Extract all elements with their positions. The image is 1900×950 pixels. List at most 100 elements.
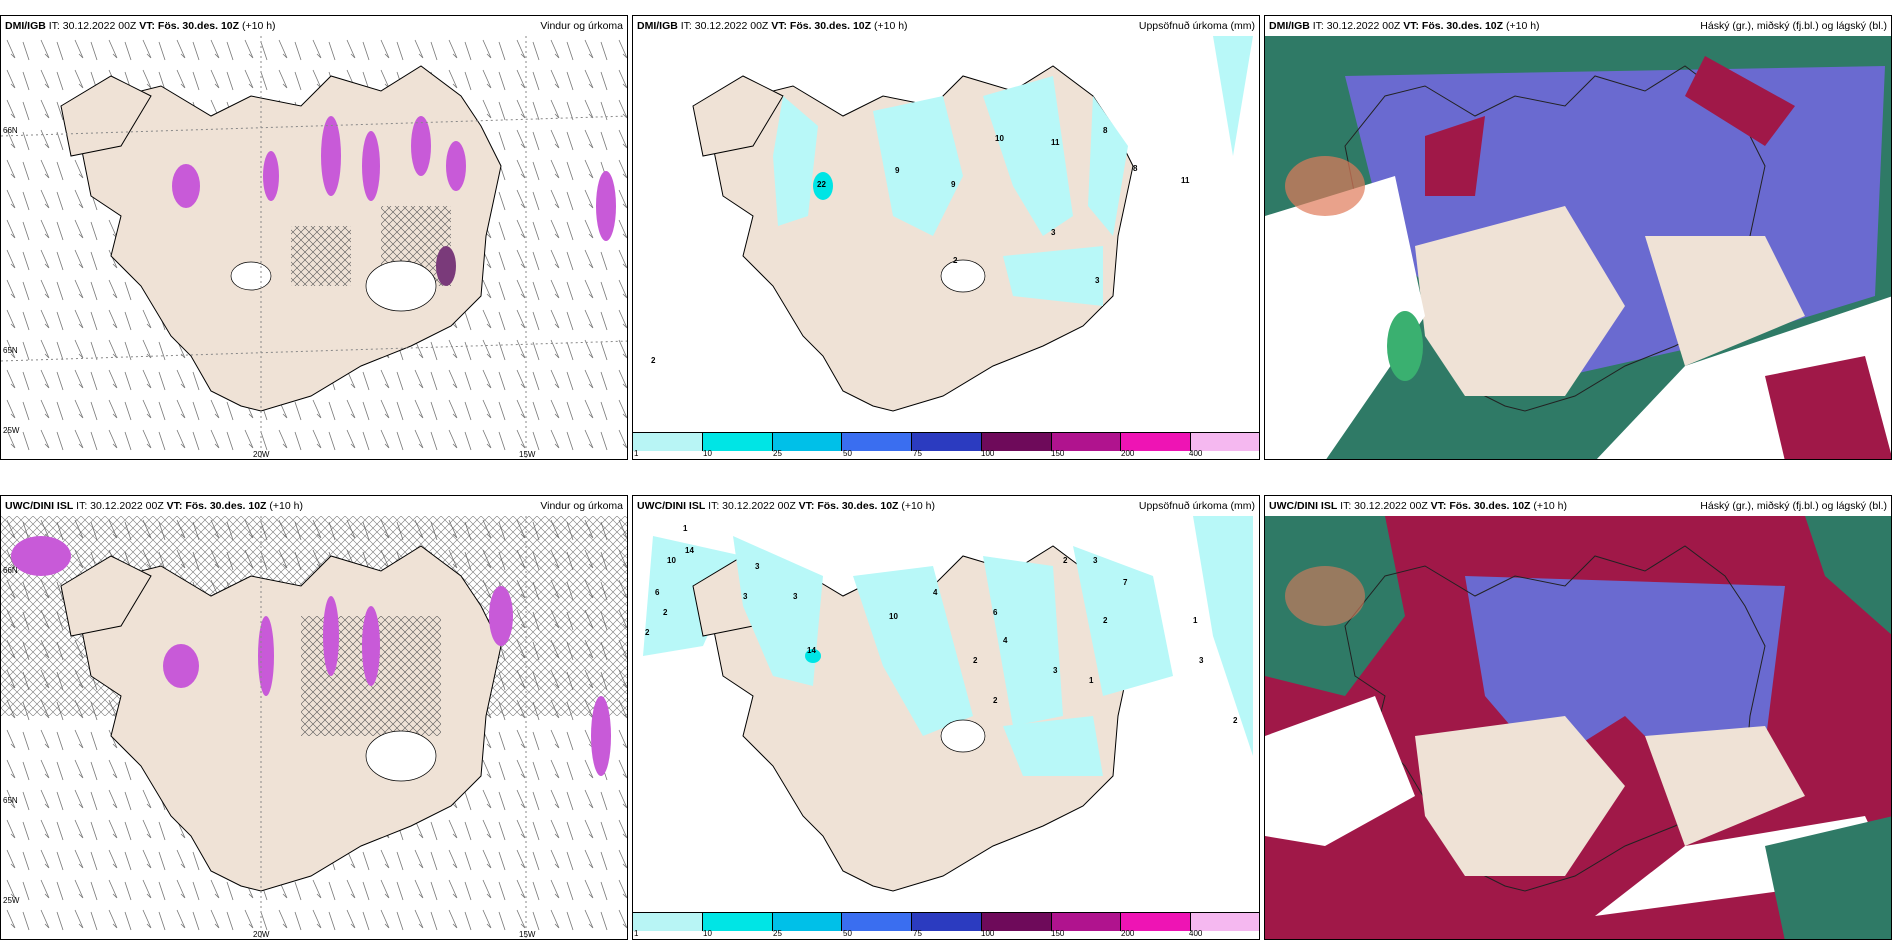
value-label: 3 (1199, 656, 1204, 665)
legend-swatch (702, 913, 773, 931)
panel-header: UWC/DINI ISL IT: 30.12.2022 00Z VT: Fös.… (633, 496, 1259, 516)
value-label: 9 (951, 180, 956, 189)
precip-value-labels: 1 14 10 6 2 2 3 3 3 14 10 4 6 4 2 2 3 1 … (633, 516, 1259, 921)
valid-time: VT: Fös. 30.des. 10Z (771, 20, 872, 32)
legend-swatch (702, 433, 773, 451)
valid-time: VT: Fös. 30.des. 10Z (166, 500, 267, 512)
lead-time: (+10 h) (241, 20, 276, 32)
legend-tick: 25 (773, 449, 782, 458)
lead-time: (+10 h) (873, 20, 908, 32)
value-label: 1 (1193, 616, 1198, 625)
legend-swatch (981, 913, 1052, 931)
value-label: 3 (1053, 666, 1058, 675)
wind-precip-map (1, 36, 627, 459)
value-label: 10 (889, 612, 898, 621)
valid-time: VT: Fös. 30.des. 10Z (798, 500, 899, 512)
lon-label: 25W (3, 426, 20, 435)
legend-tick: 10 (703, 449, 712, 458)
legend-tick: 400 (1189, 449, 1203, 458)
value-label: 3 (1095, 276, 1100, 285)
legend-swatch (1191, 913, 1259, 931)
legend-tick: 100 (981, 929, 995, 938)
panel-clouds-uwc: UWC/DINI ISL IT: 30.12.2022 00Z VT: Fös.… (1264, 495, 1892, 940)
legend-tick: 400 (1189, 929, 1203, 938)
value-label: 11 (1181, 176, 1190, 185)
lon-label: 15W (519, 450, 536, 459)
panel-title: Háský (gr.), miðský (fj.bl.) og lágský (… (1700, 500, 1887, 512)
model-name: UWC/DINI ISL (1269, 500, 1338, 512)
legend-tick: 200 (1121, 929, 1135, 938)
valid-time: VT: Fös. 30.des. 10Z (1430, 500, 1531, 512)
lead-time: (+10 h) (1505, 20, 1540, 32)
panel-header: DMI/IGB IT: 30.12.2022 00Z VT: Fös. 30.d… (1265, 16, 1891, 36)
lon-label: 20W (253, 450, 270, 459)
legend-swatch (981, 433, 1052, 451)
lead-time: (+10 h) (1533, 500, 1567, 512)
panel-title: Vindur og úrkoma (540, 20, 623, 32)
lat-label: 65N (3, 346, 18, 355)
precip-value-labels: 22 9 9 10 11 8 8 11 3 2 3 2 (633, 36, 1259, 441)
value-label: 11 (1051, 138, 1060, 147)
model-name: DMI/IGB (1269, 20, 1310, 32)
panel-header: DMI/IGB IT: 30.12.2022 00Z VT: Fös. 30.d… (1, 16, 627, 36)
model-name: DMI/IGB (637, 20, 678, 32)
model-name: UWC/DINI ISL (5, 500, 74, 512)
value-label: 2 (651, 356, 656, 365)
legend-swatch (772, 913, 843, 931)
value-label: 2 (663, 608, 668, 617)
value-label: 7 (1123, 578, 1128, 587)
lead-time: (+10 h) (269, 500, 303, 512)
value-label: 6 (655, 588, 660, 597)
legend-swatch (633, 433, 703, 451)
model-name: DMI/IGB (5, 20, 46, 32)
cloud-map (1265, 516, 1891, 939)
legend-tick: 150 (1051, 449, 1065, 458)
lat-label: 65N (3, 796, 18, 805)
legend-tick: 75 (913, 929, 922, 938)
wind-precip-map (1, 516, 627, 939)
panel-wind-precip-uwc: UWC/DINI ISL IT: 30.12.2022 00Z VT: Fös.… (0, 495, 628, 940)
panel-accum-precip-uwc: UWC/DINI ISL IT: 30.12.2022 00Z VT: Fös.… (632, 495, 1260, 940)
value-label: 1 (683, 524, 688, 533)
legend-tick: 1 (634, 449, 639, 458)
legend-swatch (1191, 433, 1259, 451)
value-label: 2 (645, 628, 650, 637)
value-label: 3 (793, 592, 798, 601)
legend-tick: 75 (913, 449, 922, 458)
panel-wind-precip-dmi: DMI/IGB IT: 30.12.2022 00Z VT: Fös. 30.d… (0, 15, 628, 460)
init-time: IT: 30.12.2022 00Z (48, 20, 137, 32)
value-label: 2 (1063, 556, 1068, 565)
panel-title: Uppsöfnuð úrkoma (mm) (1138, 500, 1255, 512)
legend-tick: 150 (1051, 929, 1065, 938)
value-label: 8 (1133, 164, 1138, 173)
lat-label: 66N (3, 126, 18, 135)
value-label: 1 (1089, 676, 1094, 685)
model-name: UWC/DINI ISL (637, 500, 706, 512)
accum-precip-map (692, 36, 1253, 412)
panel-header: UWC/DINI ISL IT: 30.12.2022 00Z VT: Fös.… (1, 496, 627, 516)
legend-swatch (633, 913, 703, 931)
value-label: 8 (1103, 126, 1108, 135)
value-label: 10 (667, 556, 676, 565)
value-label: 3 (1051, 228, 1056, 237)
value-label: 4 (1003, 636, 1008, 645)
legend-ticks: 1 10 25 50 75 100 150 200 400 (633, 929, 1259, 939)
legend-tick: 25 (773, 929, 782, 938)
value-label: 14 (685, 546, 694, 555)
legend-tick: 10 (703, 929, 712, 938)
legend-swatch (1121, 433, 1192, 451)
init-time: IT: 30.12.2022 00Z (1312, 20, 1401, 32)
valid-time: VT: Fös. 30.des. 10Z (1403, 20, 1504, 32)
legend-tick: 100 (981, 449, 995, 458)
legend-swatch (842, 913, 913, 931)
value-label: 22 (817, 180, 826, 189)
init-time: IT: 30.12.2022 00Z (680, 20, 769, 32)
legend-swatch (1051, 913, 1122, 931)
panel-title: Vindur og úrkoma (540, 500, 623, 512)
legend-swatch (772, 433, 843, 451)
valid-time: VT: Fös. 30.des. 10Z (139, 20, 240, 32)
init-time: IT: 30.12.2022 00Z (76, 500, 164, 512)
init-time: IT: 30.12.2022 00Z (1340, 500, 1428, 512)
panel-header: DMI/IGB IT: 30.12.2022 00Z VT: Fös. 30.d… (633, 16, 1259, 36)
accum-precip-map (643, 516, 1253, 892)
